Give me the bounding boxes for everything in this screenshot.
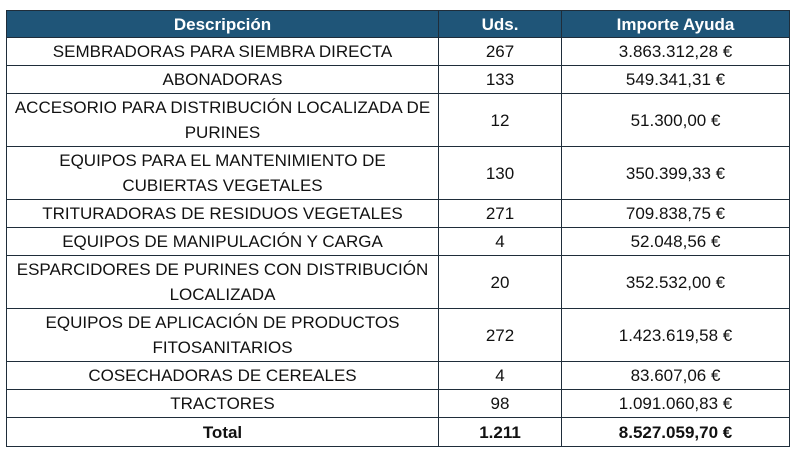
cell-importe: 51.300,00 € [561, 93, 790, 147]
table-row: TRITURADORAS DE RESIDUOS VEGETALES 271 7… [6, 199, 790, 228]
cell-descripcion: EQUIPOS PARA EL MANTENIMIENTO DE CUBIERT… [6, 146, 439, 200]
cell-importe: 3.863.312,28 € [561, 37, 790, 66]
cell-descripcion: ABONADORAS [6, 65, 439, 94]
table-header-row: Descripción Uds. Importe Ayuda [6, 10, 790, 38]
cell-descripcion: TRACTORES [6, 389, 439, 418]
cell-descripcion: EQUIPOS DE APLICACIÓN DE PRODUCTOS FITOS… [6, 308, 439, 362]
total-row: Total 1.211 8.527.059,70 € [6, 417, 790, 447]
table-row: EQUIPOS PARA EL MANTENIMIENTO DE CUBIERT… [6, 146, 790, 200]
cell-uds: 267 [438, 37, 562, 66]
table-row: ABONADORAS 133 549.341,31 € [6, 65, 790, 94]
cell-descripcion: COSECHADORAS DE CEREALES [6, 361, 439, 390]
cell-descripcion: SEMBRADORAS PARA SIEMBRA DIRECTA [6, 37, 439, 66]
cell-descripcion: EQUIPOS DE MANIPULACIÓN Y CARGA [6, 227, 439, 256]
aid-table: Descripción Uds. Importe Ayuda SEMBRADOR… [6, 10, 790, 447]
cell-importe: 1.423.619,58 € [561, 308, 790, 362]
table-row: COSECHADORAS DE CEREALES 4 83.607,06 € [6, 361, 790, 390]
total-importe: 8.527.059,70 € [561, 417, 790, 447]
table-row: ACCESORIO PARA DISTRIBUCIÓN LOCALIZADA D… [6, 93, 790, 147]
cell-importe: 709.838,75 € [561, 199, 790, 228]
cell-uds: 4 [438, 361, 562, 390]
header-descripcion: Descripción [6, 10, 439, 38]
cell-descripcion: ACCESORIO PARA DISTRIBUCIÓN LOCALIZADA D… [6, 93, 439, 147]
table-row: EQUIPOS DE APLICACIÓN DE PRODUCTOS FITOS… [6, 308, 790, 362]
table-row: SEMBRADORAS PARA SIEMBRA DIRECTA 267 3.8… [6, 37, 790, 66]
cell-uds: 271 [438, 199, 562, 228]
header-uds: Uds. [438, 10, 562, 38]
cell-uds: 20 [438, 255, 562, 309]
cell-importe: 549.341,31 € [561, 65, 790, 94]
cell-importe: 1.091.060,83 € [561, 389, 790, 418]
cell-importe: 83.607,06 € [561, 361, 790, 390]
aid-table-container: Descripción Uds. Importe Ayuda SEMBRADOR… [6, 10, 790, 447]
cell-uds: 272 [438, 308, 562, 362]
cell-importe: 352.532,00 € [561, 255, 790, 309]
cell-uds: 12 [438, 93, 562, 147]
cell-uds: 133 [438, 65, 562, 94]
cell-descripcion: ESPARCIDORES DE PURINES CON DISTRIBUCIÓN… [6, 255, 439, 309]
cell-uds: 98 [438, 389, 562, 418]
table-row: EQUIPOS DE MANIPULACIÓN Y CARGA 4 52.048… [6, 227, 790, 256]
cell-importe: 350.399,33 € [561, 146, 790, 200]
table-row: TRACTORES 98 1.091.060,83 € [6, 389, 790, 418]
total-label: Total [6, 417, 439, 447]
table-row: ESPARCIDORES DE PURINES CON DISTRIBUCIÓN… [6, 255, 790, 309]
cell-importe: 52.048,56 € [561, 227, 790, 256]
header-importe: Importe Ayuda [561, 10, 790, 38]
cell-uds: 4 [438, 227, 562, 256]
cell-descripcion: TRITURADORAS DE RESIDUOS VEGETALES [6, 199, 439, 228]
cell-uds: 130 [438, 146, 562, 200]
total-uds: 1.211 [438, 417, 562, 447]
